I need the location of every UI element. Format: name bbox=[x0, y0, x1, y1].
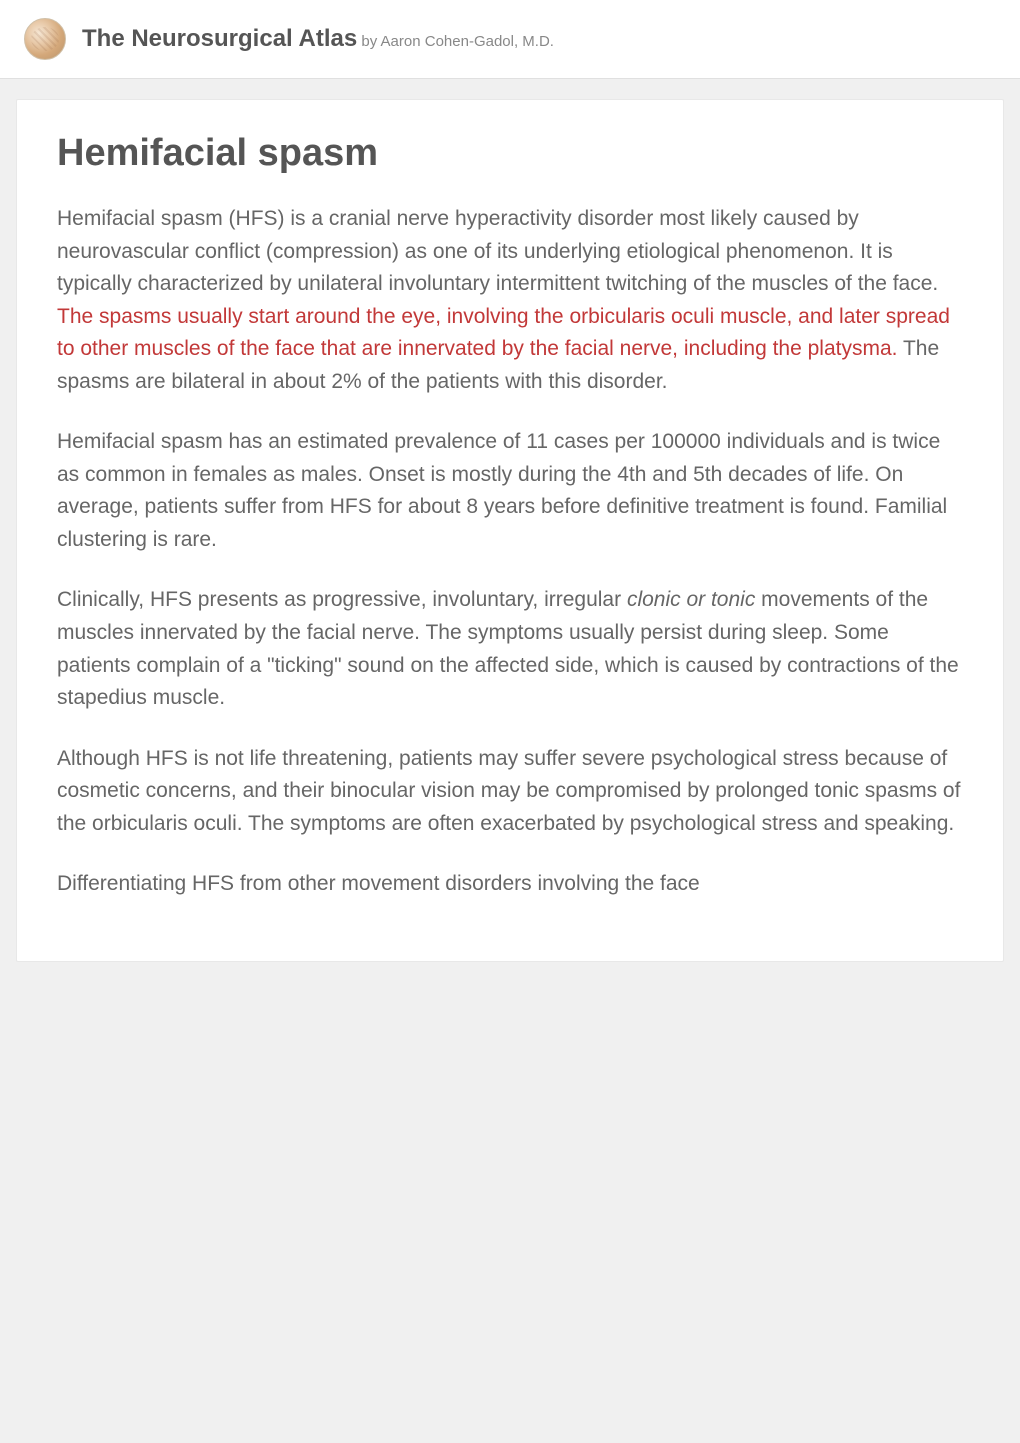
author-byline: by Aaron Cohen-Gadol, M.D. bbox=[357, 33, 554, 50]
article-title: Hemifacial spasm bbox=[57, 132, 963, 175]
article-paragraph: Although HFS is not life threatening, pa… bbox=[57, 743, 963, 841]
body-text: Hemifacial spasm (HFS) is a cranial nerv… bbox=[57, 207, 938, 295]
article-paragraph: Clinically, HFS presents as progressive,… bbox=[57, 584, 963, 714]
brain-logo-icon bbox=[24, 18, 66, 60]
body-text: Clinically, HFS presents as progressive,… bbox=[57, 588, 627, 611]
article-paragraph: Hemifacial spasm (HFS) is a cranial nerv… bbox=[57, 203, 963, 398]
article-paragraph: Hemifacial spasm has an estimated preval… bbox=[57, 426, 963, 556]
highlighted-text: The spasms usually start around the eye,… bbox=[57, 305, 950, 361]
body-text: Differentiating HFS from other movement … bbox=[57, 872, 700, 895]
header-title-container: The Neurosurgical Atlas by Aaron Cohen-G… bbox=[82, 25, 554, 53]
site-title: The Neurosurgical Atlas bbox=[82, 25, 357, 52]
article-paragraph: Differentiating HFS from other movement … bbox=[57, 868, 963, 901]
body-text: Although HFS is not life threatening, pa… bbox=[57, 747, 960, 835]
page-header: The Neurosurgical Atlas by Aaron Cohen-G… bbox=[0, 0, 1020, 79]
article-content: Hemifacial spasm Hemifacial spasm (HFS) … bbox=[16, 99, 1004, 962]
article-body: Hemifacial spasm (HFS) is a cranial nerv… bbox=[57, 203, 963, 901]
italic-text: clonic or tonic bbox=[627, 588, 755, 611]
body-text: Hemifacial spasm has an estimated preval… bbox=[57, 430, 947, 551]
